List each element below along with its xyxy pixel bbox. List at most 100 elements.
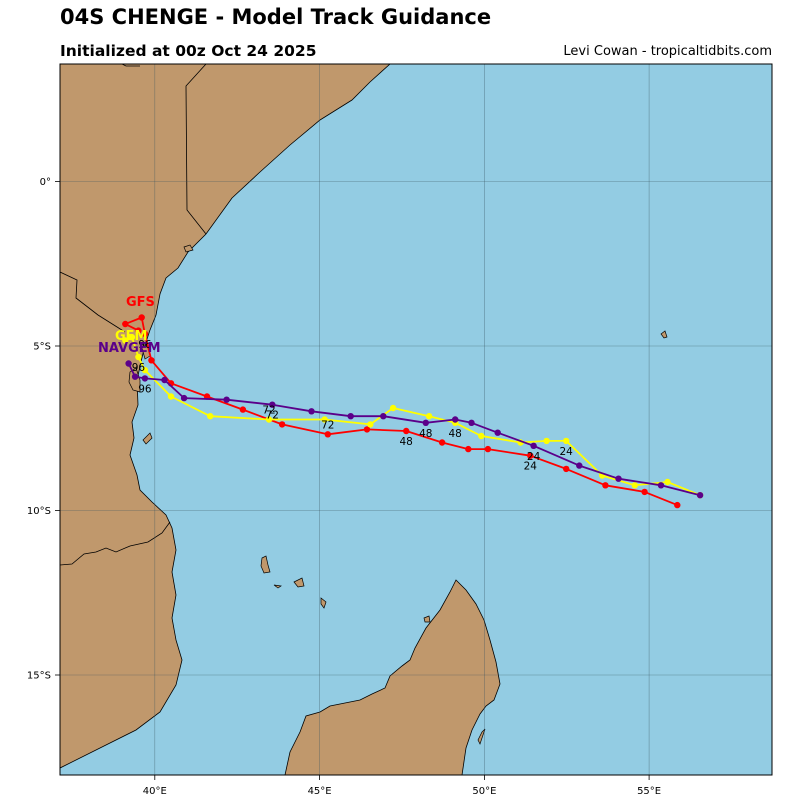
gem-track-point: [478, 432, 485, 440]
gfs-track-point: [122, 320, 129, 328]
gfs-track-point: [148, 357, 155, 364]
anjouan-island: [293, 577, 305, 588]
navgem-track-point: [223, 396, 230, 403]
gem-hour-label: 24: [560, 446, 574, 458]
gfs-track-point: [674, 501, 681, 509]
lamu-island: [183, 244, 194, 253]
gfs-track-point: [484, 445, 492, 453]
credit-text: Levi Cowan - tropicaltidbits.com: [563, 44, 772, 59]
navgem-track-point: [696, 492, 704, 499]
gem-track-point: [265, 416, 273, 423]
lon-tick-50: 50°E: [472, 786, 496, 797]
gem-track-point: [128, 334, 136, 341]
aldabra-island: [660, 330, 668, 339]
gfs-track-point: [278, 421, 286, 428]
moheli-island: [273, 584, 282, 589]
gem-track-point: [389, 404, 397, 412]
navgem-track-point: [530, 442, 537, 449]
navgem-track-point: [131, 373, 139, 380]
small-island-east-madagascar: [477, 728, 486, 745]
gem-model-label: GEM: [115, 329, 148, 344]
gem-track-point: [631, 482, 638, 489]
navgem-hour-label: 48: [419, 428, 432, 440]
gfs-track-point: [563, 465, 570, 473]
page-title: 04S CHENGE - Model Track Guidance: [60, 5, 492, 29]
gfs-track-point: [141, 330, 149, 338]
gfs-track-point: [138, 314, 145, 321]
navgem-track-point: [494, 429, 501, 436]
gem-track-point: [664, 478, 671, 486]
lon-tick-55: 55°E: [637, 786, 661, 797]
model-tracks: [122, 314, 704, 509]
gem-track-point: [367, 421, 374, 428]
gfs-hour-label: 48: [400, 436, 413, 448]
gfs-track-point: [641, 488, 648, 496]
navgem-track-point: [452, 416, 459, 423]
navgem-track-point: [141, 375, 149, 382]
gem-track-point: [425, 413, 433, 420]
gfs-track-point: [324, 431, 331, 438]
navgem-track-point: [422, 419, 429, 426]
gem-track-line: [124, 336, 701, 497]
navgem-track-point: [161, 376, 168, 384]
gfs-track-point: [363, 426, 371, 433]
navgem-track-point: [576, 462, 583, 469]
gem-track-point: [135, 353, 142, 361]
gem-track-point: [122, 337, 129, 344]
lon-tick-45: 45°E: [308, 786, 332, 797]
grande-comore-island: [260, 555, 271, 574]
navgem-track-point: [657, 482, 665, 489]
navgem-track-point: [308, 408, 315, 415]
gfs-track-point: [239, 406, 247, 413]
gem-track-point: [141, 366, 149, 374]
navgem-track-point: [269, 401, 276, 408]
gfs-track-line: [124, 316, 678, 506]
navgem-track-point: [180, 394, 188, 402]
navgem-hour-label: 72: [266, 410, 279, 422]
init-time-subtitle: Initialized at 00z Oct 24 2025: [60, 42, 317, 60]
longitude-axis: 40°E 45°E 50°E 55°E: [143, 775, 661, 797]
gfs-hour-label: 96: [138, 339, 152, 351]
map-frame: [59, 63, 773, 776]
lat-tick-5s: 5°S: [33, 342, 51, 353]
gem-track-point: [207, 413, 214, 420]
navgem-model-label: NAVGEM: [98, 341, 161, 356]
forecast-hour-labels: 24 48 72 96 24 48 72 96 24 48 72 96: [132, 339, 573, 473]
gem-hour-label: 48: [449, 428, 462, 440]
gfs-track-point: [527, 452, 534, 459]
gfs-model-label: GFS: [126, 295, 155, 310]
gfs-track-point: [602, 482, 609, 489]
navgem-track-point: [468, 419, 475, 426]
gfs-hour-label: 72: [321, 419, 334, 431]
gem-track-point: [167, 393, 175, 400]
navgem-hour-label: 96: [138, 383, 152, 395]
africa-landmass: [60, 64, 391, 769]
small-island-nw-madagascar: [423, 615, 431, 623]
mayotte-island: [320, 597, 327, 609]
navgem-track-point: [380, 413, 387, 420]
gfs-hour-label: 24: [524, 461, 538, 473]
madagascar-landmass: [284, 579, 501, 775]
navgem-track-point: [615, 475, 622, 482]
latitude-axis: 0° 5°S 10°S 15°S: [27, 177, 60, 682]
navgem-track-point: [347, 413, 354, 420]
navgem-track-point: [125, 360, 132, 367]
gem-track-point: [321, 416, 328, 423]
mafia-island: [142, 432, 153, 445]
lat-tick-15s: 15°S: [27, 671, 51, 682]
lat-tick-0: 0°: [40, 177, 51, 188]
gem-track-point: [543, 437, 550, 445]
gem-track-point: [563, 437, 570, 445]
gfs-track-point: [438, 439, 446, 446]
navgem-hour-label: 24: [527, 451, 541, 463]
gem-hour-label: 72: [262, 405, 275, 417]
lon-tick-40: 40°E: [143, 786, 167, 797]
zanzibar-island: [128, 367, 141, 393]
gfs-track-point: [403, 427, 410, 435]
gfs-track-point: [135, 327, 142, 334]
gfs-track-point: [465, 445, 472, 453]
gem-hour-label: 96: [132, 362, 146, 374]
lat-tick-10s: 10°S: [27, 506, 51, 517]
